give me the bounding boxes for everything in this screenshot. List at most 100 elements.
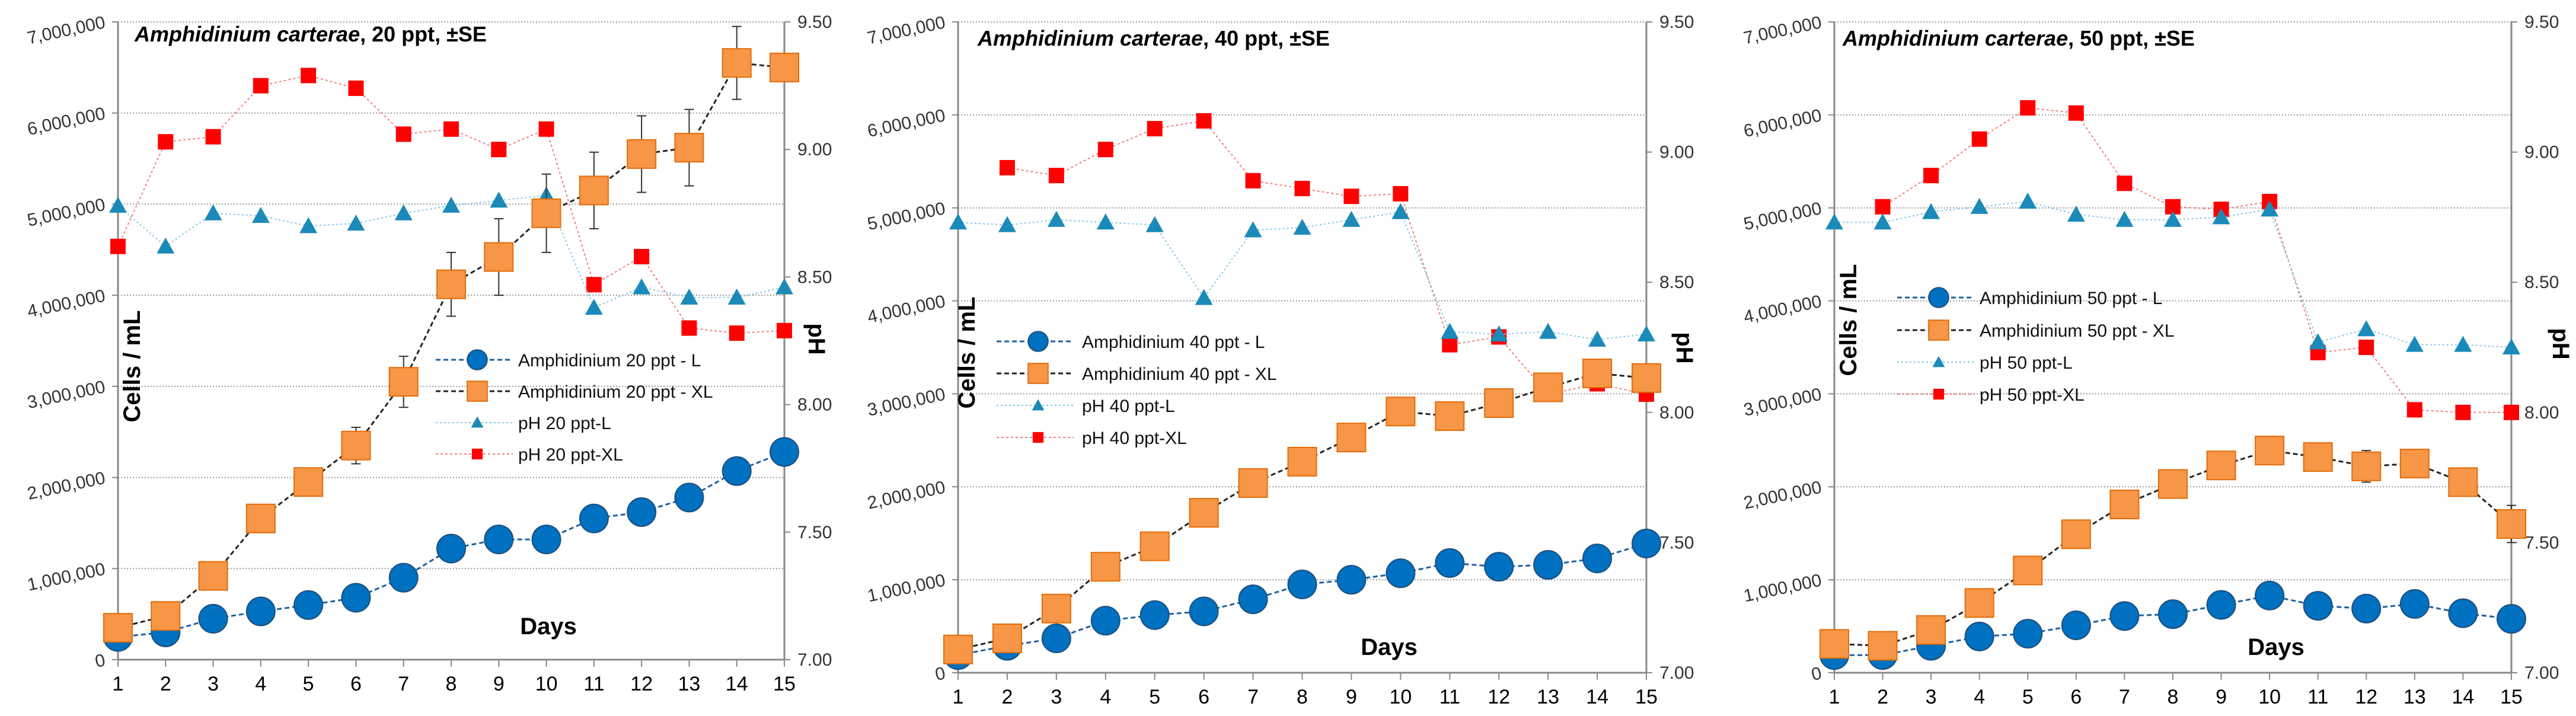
- data-point: [2158, 469, 2188, 499]
- series-ph-50-ppt-l: [1825, 193, 2520, 354]
- x-tick-label: 10: [1389, 686, 1412, 708]
- data-point: [1336, 565, 1367, 595]
- data-point: [2158, 599, 2188, 629]
- data-point: [251, 207, 270, 223]
- legend-label: pH 40 ppt-XL: [1082, 429, 1187, 448]
- data-point: [729, 325, 745, 341]
- series-line: [957, 542, 1647, 656]
- x-tick-label: 6: [2070, 686, 2082, 708]
- x-tick-label: 3: [1926, 686, 1937, 708]
- x-tick-label: 15: [1635, 686, 1658, 708]
- data-point: [2502, 338, 2520, 354]
- data-point: [1825, 213, 1843, 230]
- data-point: [204, 204, 222, 220]
- y2-tick-label: 9.50: [1659, 12, 1694, 32]
- legend-label: Amphidinium 40 ppt - XL: [1082, 365, 1277, 384]
- x-tick-label: 6: [350, 673, 362, 695]
- data-point: [2405, 335, 2424, 352]
- x-tick-label: 14: [726, 673, 748, 695]
- data-point: [1238, 468, 1268, 498]
- data-point: [634, 248, 650, 264]
- x-tick-label: 14: [1586, 686, 1608, 708]
- y2-tick-label: 7.00: [797, 650, 832, 670]
- data-point: [943, 634, 973, 664]
- data-point: [1336, 423, 1367, 453]
- data-point: [992, 623, 1022, 653]
- data-point: [633, 278, 651, 295]
- data-point: [1490, 325, 1508, 342]
- x-tick-label: 3: [208, 673, 219, 695]
- y-tick-label: 7,000,000: [25, 12, 107, 48]
- x-tick-label: 2: [1001, 686, 1013, 708]
- legend-marker: [1928, 287, 1949, 308]
- series-ph-50-ppt-xl: [1875, 100, 2519, 420]
- data-point: [341, 430, 371, 461]
- data-point: [436, 533, 466, 564]
- y-axis-title: Cells / mL: [1836, 264, 1862, 376]
- data-point: [245, 596, 276, 626]
- x-tick-label: 9: [493, 673, 505, 695]
- data-point: [1041, 623, 1071, 653]
- data-point: [388, 562, 419, 593]
- data-point: [1293, 218, 1311, 235]
- data-point: [490, 191, 508, 208]
- data-point: [341, 583, 371, 613]
- legend: Amphidinium 20 ppt - L Amphidinium 20 ppt…: [436, 349, 713, 465]
- data-point: [198, 603, 228, 634]
- data-point: [2303, 591, 2333, 621]
- data-point: [775, 278, 793, 295]
- data-point: [2455, 404, 2471, 420]
- data-point: [1238, 584, 1268, 615]
- data-point: [151, 601, 181, 631]
- data-point: [2109, 601, 2140, 631]
- x-tick-label: 9: [1346, 686, 1357, 708]
- data-point: [1147, 121, 1163, 137]
- series-ph-40-ppt-xl: [999, 113, 1654, 402]
- legend-label: pH 50 ppt-L: [1980, 353, 2073, 373]
- data-point: [491, 142, 507, 158]
- data-point: [2351, 451, 2382, 481]
- x-tick-label: 2: [1877, 686, 1888, 708]
- data-point: [299, 217, 318, 234]
- x-tick-label: 14: [2452, 686, 2475, 708]
- data-point: [2497, 509, 2526, 539]
- data-point: [1097, 142, 1113, 158]
- data-point: [1875, 199, 1891, 215]
- data-point: [205, 129, 221, 145]
- data-point: [1386, 397, 1416, 427]
- y-tick-label: 2,000,000: [1742, 478, 1823, 513]
- chart-title-species: Amphidinium carterae: [977, 26, 1203, 50]
- x-tick-label: 7: [1247, 686, 1259, 708]
- data-point: [949, 213, 967, 230]
- y-tick-label: 0: [1809, 663, 1823, 685]
- data-point: [2399, 589, 2430, 619]
- data-point: [1096, 213, 1115, 230]
- legend-marker: [1928, 319, 1949, 341]
- y2-tick-label: 8.50: [1659, 273, 1694, 292]
- x-tick-label: 4: [1974, 686, 1985, 708]
- legend-marker: [471, 416, 484, 428]
- y2-tick-label: 9.00: [797, 140, 832, 159]
- series-amphidinium-50-ppt---xl: [1820, 436, 2526, 661]
- series-line: [117, 75, 785, 334]
- x-tick-label: 7: [398, 673, 409, 695]
- y2-tick-label: 8.00: [2524, 403, 2559, 423]
- data-point: [2013, 619, 2043, 649]
- data-point: [109, 196, 127, 213]
- data-point: [484, 242, 514, 272]
- y-tick-label: 3,000,000: [866, 385, 947, 420]
- data-point: [1632, 363, 1661, 393]
- x-tick-label: 10: [535, 673, 558, 695]
- data-point: [2351, 593, 2382, 624]
- data-point: [1923, 168, 1939, 184]
- data-point: [1041, 593, 1071, 624]
- data-point: [1868, 631, 1898, 661]
- data-point: [722, 48, 752, 78]
- x-axis-title: Days: [2248, 634, 2304, 660]
- data-point: [777, 322, 792, 338]
- y2-tick-label: 8.00: [1659, 403, 1694, 423]
- data-point: [1873, 213, 1892, 230]
- y2-tick-label: 7.50: [1659, 533, 1694, 552]
- legend-label: Amphidinium 40 ppt - L: [1082, 333, 1265, 352]
- y-tick-label: 6,000,000: [1742, 106, 1823, 141]
